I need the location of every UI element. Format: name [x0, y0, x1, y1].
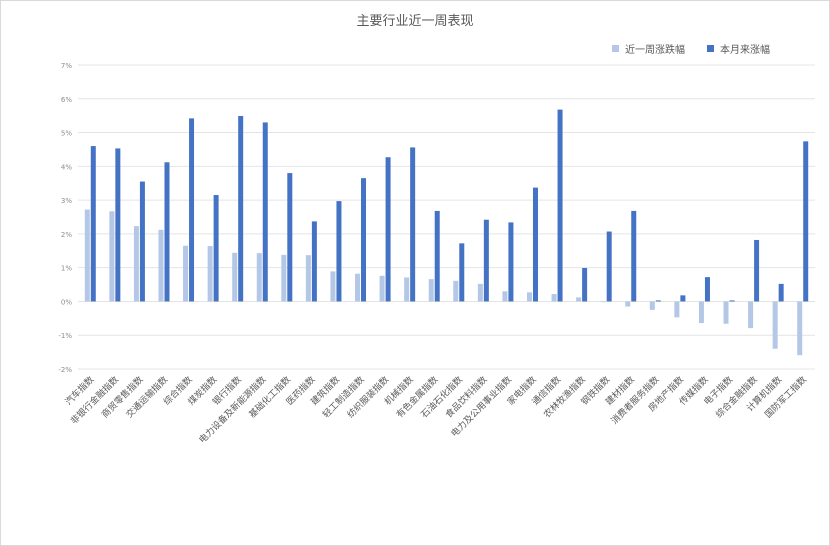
bar-monthly	[729, 300, 735, 302]
bar-weekly	[526, 292, 532, 302]
y-tick-label: 7%	[61, 62, 72, 70]
bar-weekly	[428, 279, 434, 302]
bar-weekly	[797, 301, 803, 356]
bar-monthly	[655, 300, 661, 302]
bar-weekly	[305, 255, 311, 302]
bar-weekly	[355, 273, 361, 302]
bar-monthly	[262, 122, 268, 302]
bar-weekly	[158, 229, 164, 302]
bar-weekly	[84, 209, 90, 302]
legend: 近一周涨跌幅 本月来涨幅	[612, 41, 770, 56]
bar-monthly	[631, 210, 637, 302]
y-tick-label: 0%	[61, 298, 72, 306]
y-tick-label: 2%	[61, 231, 72, 239]
bar-monthly	[532, 187, 538, 302]
bar-weekly	[330, 271, 336, 302]
bar-weekly	[256, 253, 262, 302]
bar-monthly	[311, 221, 317, 302]
chart-title: 主要行业近一周表现	[356, 14, 474, 29]
bar-weekly	[453, 280, 459, 302]
bar-monthly	[704, 277, 710, 302]
y-tick-label: 4%	[61, 163, 72, 171]
bar-monthly	[606, 231, 612, 302]
bar-monthly	[238, 116, 244, 302]
bar-monthly	[213, 195, 219, 302]
bar-monthly	[508, 222, 514, 302]
bar-weekly	[723, 301, 729, 324]
bar-monthly	[361, 178, 367, 302]
bar-monthly	[483, 219, 489, 302]
bar-weekly	[133, 226, 139, 302]
legend-label-weekly: 近一周涨跌幅	[625, 45, 685, 56]
bar-monthly	[557, 109, 563, 302]
bar-weekly	[109, 211, 115, 302]
legend-swatch-weekly	[612, 45, 619, 52]
y-tick-label: 6%	[61, 96, 72, 104]
legend-label-monthly: 本月来涨幅	[720, 45, 770, 56]
y-tick-label: -2%	[58, 366, 72, 374]
legend-item-weekly: 近一周涨跌幅	[612, 41, 685, 56]
bar-monthly	[287, 173, 293, 302]
y-tick-label: 1%	[61, 265, 72, 273]
bar-monthly	[189, 118, 195, 302]
bar-weekly	[698, 301, 704, 324]
bar-weekly	[551, 294, 557, 302]
bar-monthly	[115, 148, 121, 302]
bar-monthly	[164, 162, 170, 302]
bar-monthly	[410, 147, 416, 302]
bar-weekly	[183, 245, 189, 302]
bar-monthly	[754, 239, 760, 302]
bar-weekly	[379, 275, 385, 302]
bar-weekly	[748, 301, 754, 329]
legend-swatch-monthly	[707, 45, 714, 52]
bar-weekly	[232, 252, 238, 302]
bar-weekly	[502, 291, 508, 302]
y-tick-label: 3%	[61, 197, 72, 205]
bar-weekly	[404, 277, 410, 302]
bar-monthly	[459, 243, 465, 302]
bar-weekly	[600, 301, 606, 303]
bar-monthly	[434, 210, 440, 302]
bar-monthly	[680, 295, 686, 302]
bar-weekly	[772, 301, 778, 349]
bar-weekly	[625, 301, 631, 307]
legend-item-monthly: 本月来涨幅	[707, 41, 770, 56]
bar-monthly	[90, 146, 96, 302]
bar-monthly	[778, 283, 784, 302]
bar-weekly	[477, 283, 483, 302]
bar-monthly	[385, 157, 391, 302]
bar-monthly	[803, 141, 809, 302]
bar-monthly	[139, 181, 145, 302]
bar-weekly	[649, 301, 655, 310]
bar-weekly	[207, 246, 213, 302]
bar-weekly	[281, 254, 287, 302]
bar-monthly	[336, 201, 342, 302]
bar-weekly	[674, 301, 680, 318]
bar-monthly	[582, 268, 588, 302]
bar-weekly	[576, 297, 582, 302]
y-tick-label: -1%	[58, 332, 72, 340]
y-tick-label: 5%	[61, 130, 72, 138]
